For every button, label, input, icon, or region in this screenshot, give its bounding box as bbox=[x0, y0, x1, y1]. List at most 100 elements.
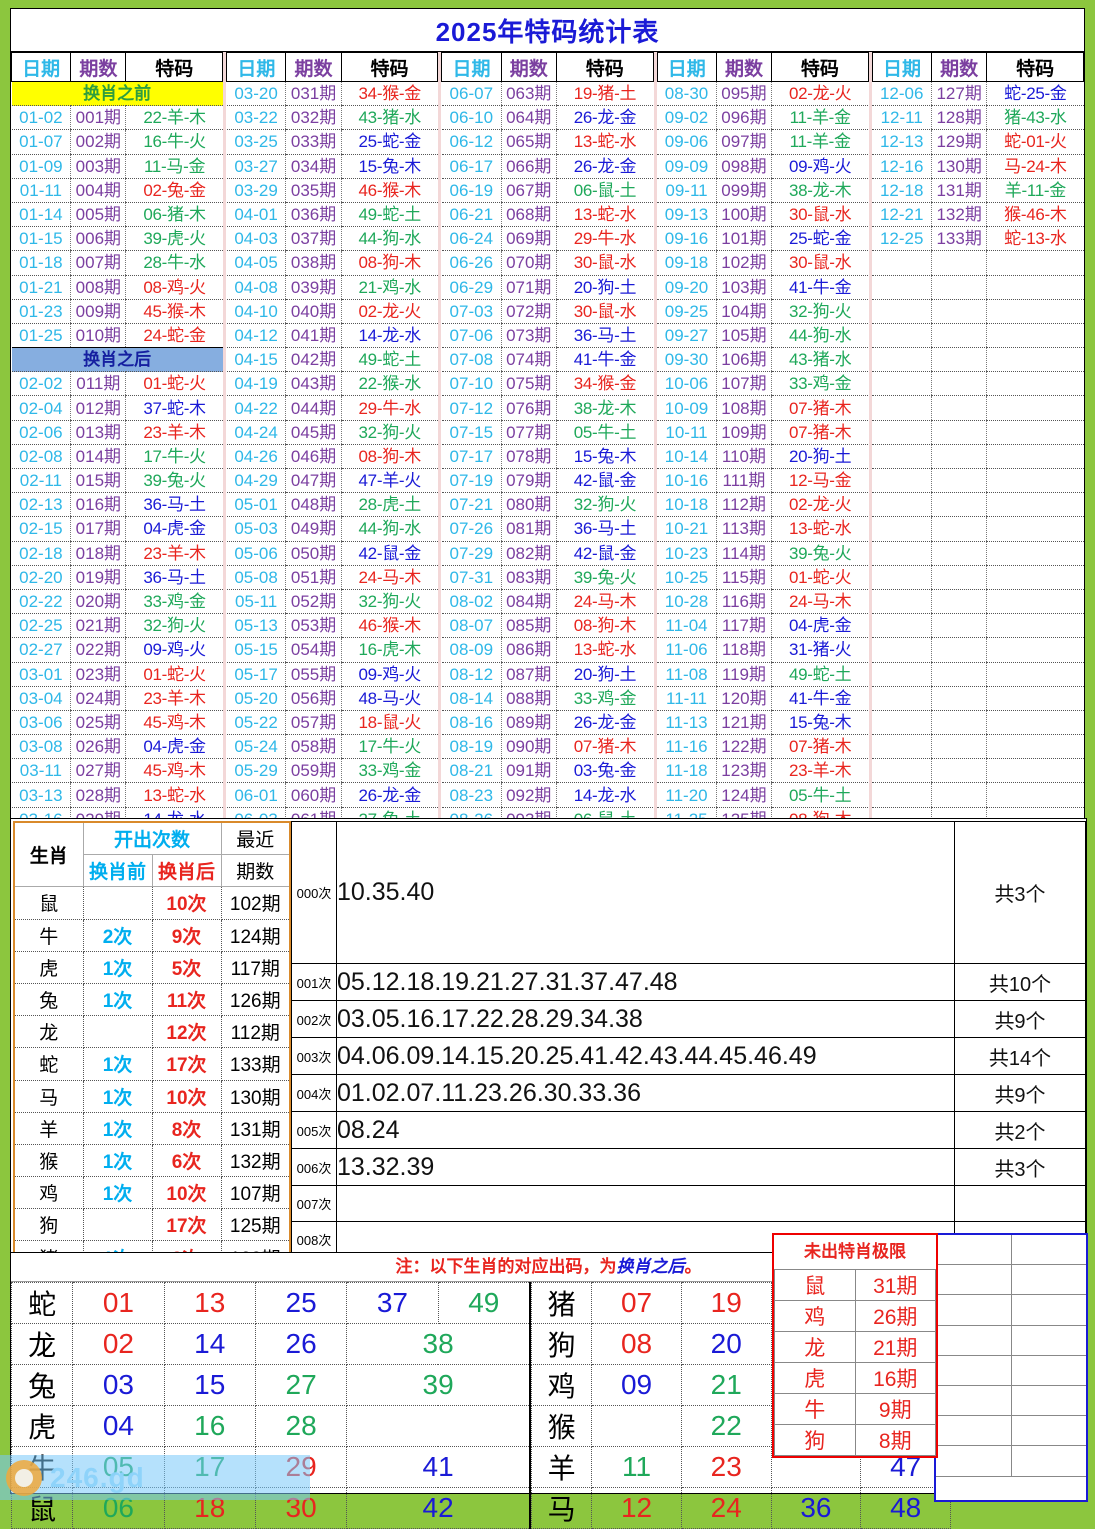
cell-code: 24-马-木 bbox=[555, 589, 654, 615]
cell-issue: 021期 bbox=[70, 613, 126, 639]
table-row: 兔 1次 11次 126期 bbox=[13, 982, 291, 1017]
cell-numbers: 01.02.07.11.23.26.30.33.36 bbox=[336, 1074, 955, 1112]
cell-frequency-label: 008次 bbox=[291, 1221, 337, 1258]
cell-number: 28 bbox=[254, 1405, 348, 1447]
header-date: 日期 bbox=[10, 52, 72, 82]
cell-date: 03-25 bbox=[226, 129, 286, 155]
cell-issue: 106期 bbox=[715, 347, 772, 373]
cell-after: 17次 bbox=[151, 1208, 222, 1242]
table-row: 狗 8期 bbox=[774, 1424, 936, 1456]
empty-cell bbox=[986, 420, 1084, 445]
cell-code: 16-牛-火 bbox=[125, 129, 223, 155]
cell-issue: 012期 bbox=[70, 395, 126, 421]
cell-number: 12 bbox=[591, 1487, 682, 1529]
cell-code: 14-龙-水 bbox=[555, 782, 654, 808]
cell-frequency-label: 007次 bbox=[291, 1185, 337, 1222]
header-issue: 期数 bbox=[715, 52, 773, 82]
cell-code: 42-鼠-金 bbox=[340, 541, 438, 566]
cell-issue: 054期 bbox=[285, 637, 342, 663]
cell-date: 04-05 bbox=[226, 250, 286, 276]
cell-date: 07-31 bbox=[441, 565, 502, 590]
table-row: 02-27 022期 09-鸡-火 bbox=[11, 637, 223, 663]
cell-code: 猪-43-水 bbox=[986, 105, 1084, 131]
cell-recent: 117期 bbox=[220, 950, 291, 984]
zodiac-frequency-table: 生肖 开出次数 最近 换肖前 换肖后 期数鼠 10次 102期牛 2次 9次 124期虎 1次 5次 11… bbox=[13, 821, 291, 1275]
cell-zodiac: 龙 bbox=[10, 1323, 74, 1365]
cell-date: 04-01 bbox=[226, 202, 286, 228]
empty-cell bbox=[872, 589, 932, 615]
cell-issue: 006期 bbox=[70, 226, 126, 252]
cell-numbers: 03.05.16.17.22.28.29.34.38 bbox=[336, 1000, 955, 1038]
cell-date: 08-02 bbox=[441, 589, 502, 615]
cell-date: 05-13 bbox=[226, 613, 286, 639]
table-row: 鼠 31期 bbox=[774, 1269, 936, 1301]
watermark-text: 246.gd bbox=[50, 1461, 145, 1493]
panel-cell bbox=[936, 1446, 1012, 1476]
cell-before: 1次 bbox=[82, 950, 153, 984]
cell-issue: 096期 bbox=[715, 105, 772, 131]
panel-cell bbox=[936, 1416, 1012, 1446]
panel-cell bbox=[936, 1355, 1012, 1385]
cell-number: 19 bbox=[680, 1282, 772, 1324]
table-row: 07-03 072期 30-鼠-水 bbox=[441, 299, 654, 324]
cell-number: 26 bbox=[254, 1323, 348, 1365]
cell-code: 08-狗-木 bbox=[555, 613, 654, 639]
unreleased-limit-title: 未出特肖极限 bbox=[804, 1242, 906, 1261]
cell-code: 22-羊-木 bbox=[125, 105, 223, 131]
section-banner: 换肖之前 bbox=[11, 80, 223, 107]
table-row bbox=[872, 516, 1084, 542]
cell-issue: 102期 bbox=[715, 250, 772, 276]
cell-code: 16-虎-木 bbox=[340, 637, 438, 663]
cell-code: 23-羊-木 bbox=[125, 420, 223, 445]
cell-recent: 125期 bbox=[220, 1208, 291, 1242]
table-row bbox=[872, 275, 1084, 300]
cell-code: 46-猴-木 bbox=[340, 613, 438, 639]
header-issue: 期数 bbox=[70, 52, 127, 82]
cell-code: 47-羊-火 bbox=[340, 468, 438, 494]
empty-cell bbox=[872, 299, 932, 324]
cell-code: 39-兔-火 bbox=[771, 541, 869, 566]
table-row: 10-11 109期 07-猪-木 bbox=[657, 420, 869, 445]
code-table: 日期 期数 特码 换肖之前 01-02 001期 22-羊-木 01-07 002期 16-牛-火… bbox=[10, 52, 224, 857]
table-row: 07-12 076期 38-龙-木 bbox=[441, 395, 654, 421]
code-table: 日期 期数 特码 08-30 095期 02-龙-火 09-02 096期 11-羊-金 09-0… bbox=[656, 52, 869, 857]
cell-issue: 082期 bbox=[500, 541, 557, 566]
table-row: 鼠 10次 102期 bbox=[13, 886, 291, 920]
cell-issue: 058期 bbox=[285, 734, 342, 760]
cell-date: 04-15 bbox=[226, 347, 286, 373]
table-row bbox=[872, 734, 1084, 760]
cell-issue: 008期 bbox=[70, 275, 126, 300]
table-row: 004次 01.02.07.11.23.26.30.33.36 共9个 bbox=[291, 1074, 1086, 1112]
cell-date: 03-29 bbox=[226, 178, 286, 203]
cell-date: 12-18 bbox=[872, 178, 932, 203]
cell-number: 49 bbox=[437, 1282, 531, 1324]
cell-date: 01-18 bbox=[11, 250, 71, 276]
cell-code: 13-蛇-水 bbox=[555, 129, 654, 155]
empty-cell bbox=[931, 613, 987, 639]
cell-number bbox=[346, 1405, 531, 1447]
empty-cell bbox=[872, 468, 932, 494]
cell-code: 45-鸡-木 bbox=[125, 758, 223, 784]
table-row: 07-21 080期 32-狗-火 bbox=[441, 492, 654, 518]
empty-cell bbox=[872, 371, 932, 397]
cell-after: 12次 bbox=[151, 1015, 222, 1049]
table-row bbox=[872, 371, 1084, 397]
cell-code: 11-马-金 bbox=[125, 154, 223, 179]
table-row: 08-07 085期 08-狗-木 bbox=[441, 613, 654, 639]
empty-cell bbox=[931, 541, 987, 566]
cell-zodiac: 羊 bbox=[530, 1446, 593, 1488]
cell-date: 09-18 bbox=[657, 250, 717, 276]
cell-date: 02-20 bbox=[11, 565, 71, 590]
table-row: 05-13 053期 46-猴-木 bbox=[226, 613, 438, 639]
empty-cell bbox=[931, 589, 987, 615]
header-code: 特码 bbox=[771, 52, 869, 82]
empty-cell bbox=[872, 662, 932, 687]
cell-code: 42-鼠-金 bbox=[555, 541, 654, 566]
cell-code: 07-猪-木 bbox=[555, 734, 654, 760]
table-row: 09-18 102期 30-鼠-水 bbox=[657, 250, 869, 276]
panel-row bbox=[936, 1265, 1086, 1296]
cell-code: 49-蛇-土 bbox=[340, 347, 438, 373]
cell-date: 08-14 bbox=[441, 686, 502, 711]
panel-cell bbox=[1012, 1386, 1087, 1415]
cell-code: 13-蛇-水 bbox=[555, 637, 654, 663]
